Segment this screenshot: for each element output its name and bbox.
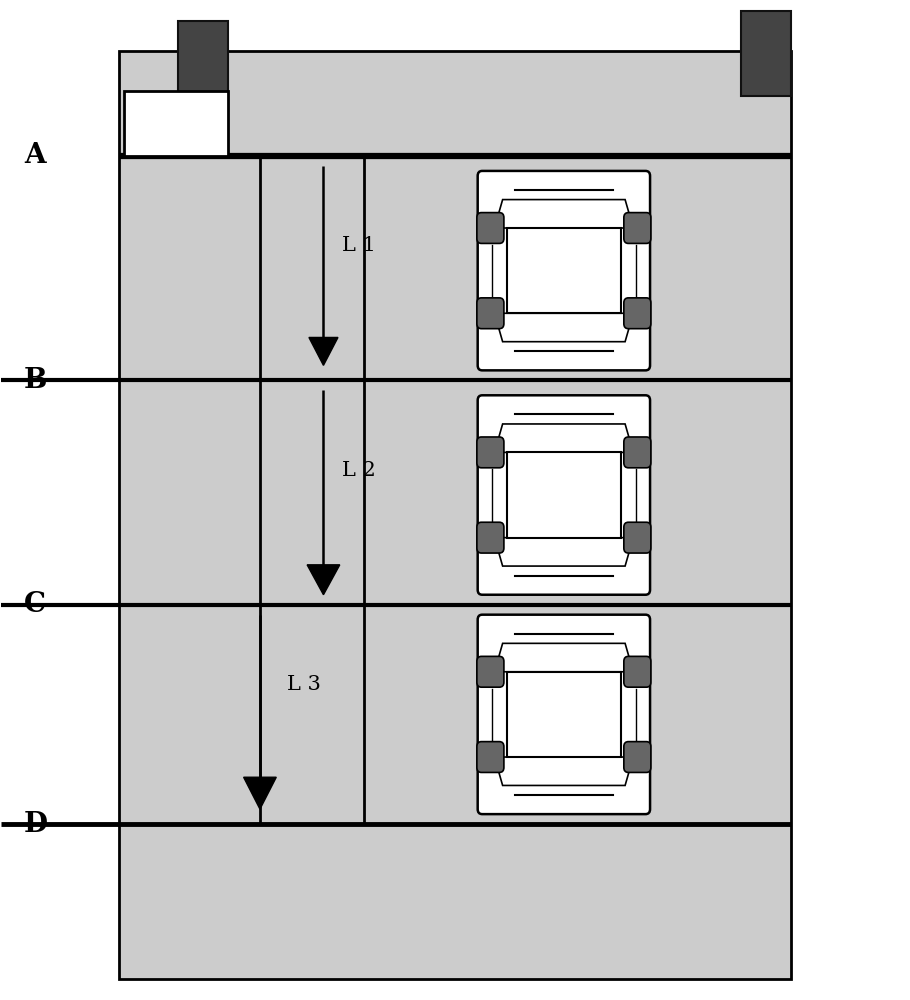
Polygon shape: [307, 565, 339, 595]
FancyBboxPatch shape: [624, 437, 651, 468]
Text: B: B: [24, 367, 47, 394]
Text: L 2: L 2: [341, 461, 375, 480]
FancyBboxPatch shape: [477, 437, 504, 468]
FancyBboxPatch shape: [624, 213, 651, 243]
Polygon shape: [494, 538, 633, 566]
FancyBboxPatch shape: [624, 656, 651, 687]
Polygon shape: [494, 757, 633, 785]
Text: C: C: [24, 591, 46, 618]
Bar: [507, 228, 621, 313]
FancyBboxPatch shape: [477, 742, 504, 772]
Polygon shape: [494, 200, 633, 228]
Bar: [119, 51, 791, 979]
Polygon shape: [494, 643, 633, 672]
FancyBboxPatch shape: [477, 656, 504, 687]
Polygon shape: [244, 777, 277, 809]
FancyBboxPatch shape: [624, 742, 651, 772]
Bar: [741, 11, 791, 96]
Bar: [507, 452, 621, 538]
Polygon shape: [494, 424, 633, 452]
Text: D: D: [24, 811, 48, 838]
FancyBboxPatch shape: [478, 395, 650, 595]
FancyBboxPatch shape: [478, 171, 650, 370]
FancyBboxPatch shape: [478, 615, 650, 814]
FancyBboxPatch shape: [624, 522, 651, 553]
FancyBboxPatch shape: [624, 298, 651, 329]
Polygon shape: [494, 313, 633, 342]
FancyBboxPatch shape: [477, 213, 504, 243]
Text: A: A: [24, 142, 46, 169]
Text: L 1: L 1: [341, 236, 376, 255]
Bar: [124, 91, 228, 156]
Polygon shape: [308, 337, 338, 365]
FancyBboxPatch shape: [477, 522, 504, 553]
Bar: [178, 21, 228, 111]
FancyBboxPatch shape: [477, 298, 504, 329]
Text: L 3: L 3: [288, 675, 321, 694]
Bar: [507, 672, 621, 757]
